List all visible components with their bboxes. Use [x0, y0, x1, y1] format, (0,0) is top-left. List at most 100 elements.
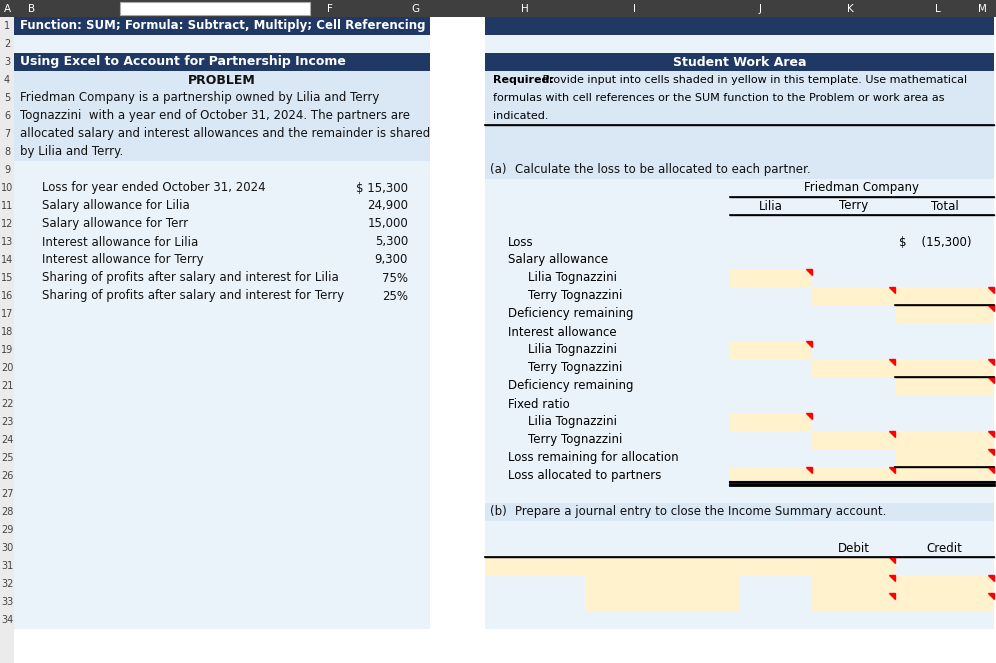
Bar — [485, 359, 994, 377]
Bar — [14, 539, 430, 557]
Bar — [14, 341, 430, 359]
Text: 23: 23 — [1, 417, 13, 427]
Text: (a): (a) — [490, 164, 507, 176]
Text: by Lilia and Terry.: by Lilia and Terry. — [20, 145, 124, 158]
Polygon shape — [988, 467, 994, 473]
Text: 15,000: 15,000 — [368, 217, 408, 231]
Bar — [485, 539, 994, 557]
Bar — [485, 593, 994, 611]
Bar — [485, 503, 994, 521]
Bar — [485, 107, 994, 125]
Text: 16: 16 — [1, 291, 13, 301]
Bar — [895, 593, 994, 611]
Bar — [14, 251, 430, 269]
Bar — [585, 593, 740, 611]
Bar — [14, 233, 430, 251]
Text: 15: 15 — [1, 273, 13, 283]
Text: 33: 33 — [1, 597, 13, 607]
Text: K: K — [847, 3, 854, 13]
Text: B: B — [29, 3, 36, 13]
Bar — [812, 431, 895, 449]
Bar — [485, 575, 994, 593]
Bar — [485, 89, 994, 107]
Text: (b): (b) — [490, 505, 507, 518]
Text: F: F — [327, 3, 333, 13]
Text: 25: 25 — [1, 453, 13, 463]
Polygon shape — [988, 287, 994, 293]
Bar — [730, 413, 812, 431]
Text: 19: 19 — [1, 345, 13, 355]
Bar — [485, 503, 994, 521]
Text: 2: 2 — [4, 39, 10, 49]
Bar — [895, 359, 994, 377]
Text: Salary allowance for Terr: Salary allowance for Terr — [42, 217, 188, 231]
Bar — [485, 305, 994, 323]
Text: Interest allowance for Terry: Interest allowance for Terry — [42, 253, 203, 267]
Bar — [485, 233, 994, 251]
Bar — [14, 161, 430, 179]
Bar — [0, 17, 14, 663]
Bar — [14, 215, 430, 233]
Bar — [14, 89, 430, 107]
Text: Student Work Area: Student Work Area — [672, 56, 806, 68]
Bar — [14, 287, 430, 305]
Polygon shape — [988, 431, 994, 437]
Text: PROBLEM: PROBLEM — [188, 74, 256, 86]
Bar — [14, 611, 430, 629]
Bar — [14, 197, 430, 215]
Bar — [485, 35, 994, 53]
Text: Friedman Company is a partnership owned by Lilia and Terry: Friedman Company is a partnership owned … — [20, 91, 379, 105]
Bar — [895, 287, 994, 305]
Text: Loss: Loss — [508, 235, 534, 249]
Text: A: A — [3, 3, 11, 13]
Bar — [14, 71, 430, 89]
Bar — [14, 359, 430, 377]
Bar — [14, 395, 430, 413]
Text: Workbook last saved: Just now: Workbook last saved: Just now — [140, 3, 290, 13]
Text: Lilia Tognazzini: Lilia Tognazzini — [528, 343, 617, 357]
Bar — [485, 197, 994, 215]
Text: 20: 20 — [1, 363, 13, 373]
Polygon shape — [988, 449, 994, 455]
Bar — [730, 341, 812, 359]
Text: Prepare a journal entry to close the Income Summary account.: Prepare a journal entry to close the Inc… — [515, 505, 886, 518]
Polygon shape — [988, 377, 994, 383]
Bar — [895, 305, 994, 323]
Bar — [485, 287, 994, 305]
Bar — [485, 17, 994, 35]
Text: 32: 32 — [1, 579, 13, 589]
Bar — [14, 179, 430, 197]
Polygon shape — [889, 575, 895, 581]
Bar — [485, 431, 994, 449]
Bar — [485, 323, 994, 341]
Bar — [895, 431, 994, 449]
Bar — [485, 557, 895, 575]
Bar — [485, 377, 994, 395]
Text: formulas with cell references or the SUM function to the Problem or work area as: formulas with cell references or the SUM… — [493, 93, 944, 103]
Bar — [485, 161, 994, 179]
Polygon shape — [889, 593, 895, 599]
Text: 27: 27 — [1, 489, 13, 499]
Bar — [485, 467, 994, 485]
Bar — [485, 161, 994, 179]
Text: Terry: Terry — [839, 200, 869, 213]
Bar — [0, 0, 996, 17]
Text: Total: Total — [930, 200, 958, 213]
Bar — [895, 377, 994, 395]
Text: 25%: 25% — [382, 290, 408, 302]
Bar — [14, 575, 430, 593]
Bar — [812, 287, 895, 305]
Text: M: M — [977, 3, 986, 13]
Text: 11: 11 — [1, 201, 13, 211]
Text: Deficiency remaining: Deficiency remaining — [508, 379, 633, 392]
Text: Deficiency remaining: Deficiency remaining — [508, 308, 633, 320]
Bar — [14, 467, 430, 485]
Bar — [14, 449, 430, 467]
Polygon shape — [889, 359, 895, 365]
Bar — [14, 35, 430, 53]
Text: 34: 34 — [1, 615, 13, 625]
Text: 13: 13 — [1, 237, 13, 247]
Text: Using Excel to Account for Partnership Income: Using Excel to Account for Partnership I… — [20, 56, 346, 68]
Bar — [485, 521, 994, 539]
Text: 17: 17 — [1, 309, 13, 319]
